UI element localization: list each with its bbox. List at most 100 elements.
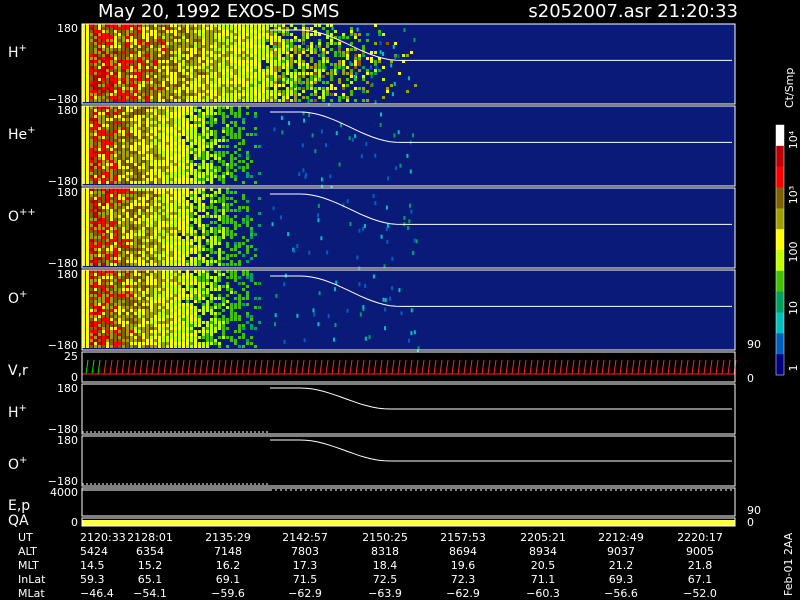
spectrogram-cell <box>178 203 181 206</box>
velocity-vector <box>661 359 665 375</box>
spectrogram-cell <box>408 219 411 224</box>
spectrogram-cell <box>110 63 113 66</box>
spectrogram-cell <box>86 200 89 203</box>
spectrogram-cell <box>146 172 149 175</box>
spectrogram-cell <box>94 57 97 60</box>
spectrogram-cell <box>162 251 165 254</box>
spectrogram-cell <box>150 87 153 90</box>
spectrogram-cell <box>162 75 165 78</box>
spectrogram-cell <box>206 24 209 27</box>
spectrogram-cell <box>130 330 133 333</box>
spectrogram-cell <box>186 33 189 36</box>
spectrogram-cell <box>254 75 257 78</box>
spectrogram-cell <box>230 69 233 72</box>
spectrogram-cell <box>170 203 173 206</box>
spectrogram-cell <box>158 87 161 90</box>
spectrogram-cell <box>174 130 177 133</box>
spectrogram-cell <box>126 242 129 245</box>
right-axis-tick: 90 <box>747 338 761 351</box>
spectrogram-cell <box>186 81 189 84</box>
spectrogram-cell <box>170 42 173 45</box>
spectrogram-cell <box>154 75 157 78</box>
spectrogram-cell <box>246 224 249 227</box>
spectrogram-cell <box>214 142 217 145</box>
spectrogram-cell <box>182 127 185 130</box>
spectrogram-cell <box>166 181 169 184</box>
spectrogram-cell <box>158 54 161 57</box>
spectrogram-cell <box>98 336 101 339</box>
spectrogram-cell <box>98 221 101 224</box>
spectrogram-cell <box>218 342 221 345</box>
spectrogram-cell <box>226 197 229 200</box>
spectrogram-cell <box>222 24 225 27</box>
spectrogram-cell <box>186 233 189 236</box>
spectrogram-cell <box>158 139 161 142</box>
velocity-vector <box>187 359 191 375</box>
spectrogram-cell <box>182 93 185 96</box>
spectrogram-cell <box>178 169 181 172</box>
spectrogram-cell <box>102 90 105 93</box>
spectrogram-cell <box>174 78 177 81</box>
spectrogram-cell <box>214 118 217 121</box>
spectrogram-cell <box>210 282 213 285</box>
spectrogram-cell <box>114 282 117 285</box>
spectrogram-cell <box>186 181 189 184</box>
spectrogram-cell <box>186 221 189 224</box>
spectrogram-cell <box>142 200 145 203</box>
spectrogram-cell <box>106 321 109 324</box>
spectrogram-cell <box>118 330 121 333</box>
spectrogram-cell <box>174 75 177 78</box>
spectrogram-cell <box>230 163 233 166</box>
spectrogram-cell <box>146 166 149 169</box>
spectrogram-cell <box>266 24 269 27</box>
spectrogram-cell <box>154 260 157 263</box>
spectrogram-cell <box>138 203 141 206</box>
spectrogram-cell <box>98 69 101 72</box>
spectrogram-cell <box>278 30 281 33</box>
spectrogram-cell <box>114 121 117 124</box>
spectrogram-cell <box>158 294 161 297</box>
spectrogram-cell <box>230 203 233 206</box>
spectrogram-cell <box>170 200 173 203</box>
spectrogram-cell <box>250 279 253 282</box>
spectrogram-cell <box>142 51 145 54</box>
spectrogram-cell <box>186 203 189 206</box>
spectrogram-cell <box>222 93 225 96</box>
spectrogram-cell <box>110 285 113 288</box>
spectrogram-cell <box>182 78 185 81</box>
spectrogram-cell <box>270 24 273 27</box>
spectrogram-cell <box>190 75 193 78</box>
spectrogram-cell <box>154 127 157 130</box>
spectrogram-cell <box>174 345 177 348</box>
spectrogram-cell <box>114 57 117 60</box>
spectrogram-cell <box>158 297 161 300</box>
spectrogram-cell <box>286 96 289 99</box>
spectrogram-cell <box>230 315 233 318</box>
spectrogram-cell <box>158 60 161 63</box>
spectrogram-cell <box>234 227 237 230</box>
spectrogram-cell <box>238 327 241 330</box>
spectrogram-cell <box>146 288 149 291</box>
spectrogram-cell <box>214 45 217 48</box>
spectrogram-cell <box>166 163 169 166</box>
spectrogram-cell <box>102 294 105 297</box>
quality-flag-bar <box>82 520 735 526</box>
spectrogram-cell <box>246 48 249 51</box>
spectrogram-cell <box>230 175 233 178</box>
spectrogram-cell <box>198 236 201 239</box>
spectrogram-cell <box>118 48 121 51</box>
spectrogram-cell <box>250 75 253 78</box>
spectrogram-cell <box>230 93 233 96</box>
spectrogram-cell <box>110 166 113 169</box>
spectrogram-cell <box>106 242 109 245</box>
spectrogram-cell <box>158 157 161 160</box>
spectrogram-cell <box>246 133 249 136</box>
velocity-vector <box>709 359 713 375</box>
spectrogram-cell <box>222 81 225 84</box>
spectrogram-cell <box>146 345 149 348</box>
spectrogram-cell <box>106 239 109 242</box>
spectrogram-cell <box>166 142 169 145</box>
spectrogram-cell <box>182 24 185 27</box>
spectrogram-cell <box>114 188 117 191</box>
spectrogram-cell <box>142 194 145 197</box>
